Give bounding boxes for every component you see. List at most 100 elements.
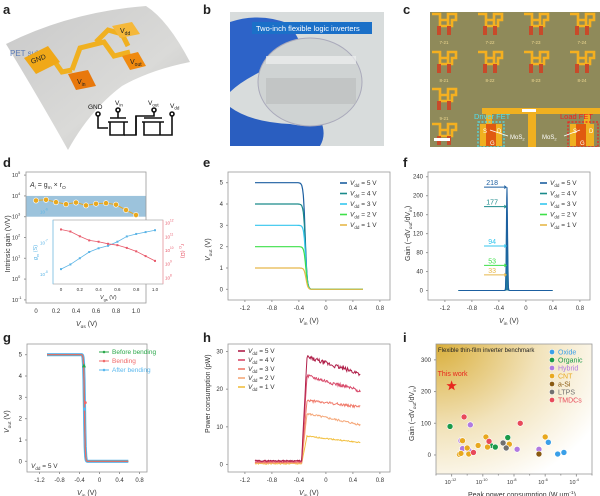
driver-fet-label: Driver FET	[474, 112, 511, 121]
legend-marker	[102, 350, 106, 354]
peak-value-label: 218	[486, 180, 498, 187]
y-tick-label: 5	[220, 181, 224, 187]
y-tick-label: 103	[12, 213, 20, 221]
x-tick-label: 0	[324, 478, 328, 484]
device-channel	[585, 26, 589, 35]
x-tick-label: 0.4	[115, 478, 124, 484]
legend-marker	[549, 389, 555, 395]
y-tick-label: 20	[216, 387, 223, 393]
circuit-vin-label: Vin	[115, 100, 123, 108]
x-tick-label: -0.4	[74, 478, 85, 484]
inset-point	[154, 259, 156, 262]
x-tick-label: 0	[98, 478, 102, 484]
y-tick-label: 0	[420, 289, 424, 295]
data-point-tmdcs	[470, 449, 477, 456]
y-tick-label: 4	[19, 374, 23, 380]
y-tick-label: 0	[428, 453, 432, 459]
panel-b-photo: Two-inch flexible logic inverters	[230, 12, 384, 146]
gain-point	[33, 197, 39, 204]
inset-x-tick-label: 0.4	[95, 287, 102, 292]
data-point-tmdcs	[516, 419, 524, 427]
data-point-oxide	[545, 438, 552, 446]
circuit-vout-label: Vout	[148, 100, 159, 108]
load-fet-label: Load FET	[560, 112, 593, 121]
vin-pad-label: Vin	[77, 79, 86, 88]
legend-label: Vdd = 5 V	[550, 180, 577, 188]
scale-bar-top	[522, 109, 536, 112]
data-point-ltps	[499, 439, 507, 447]
data-point-cnt	[459, 437, 466, 445]
x-tick-label: 0.6	[92, 309, 101, 315]
legend-label: Vdd = 1 V	[350, 222, 377, 230]
device-channel	[585, 64, 589, 73]
x-tick-label: 0.8	[135, 478, 144, 484]
panel-letter-e: e	[203, 155, 211, 170]
inset-right-tick-label: 1010	[165, 246, 174, 253]
data-point-hybrid	[513, 445, 521, 453]
y-tick-label: 2	[220, 245, 224, 251]
x-tick-label: -0.8	[267, 306, 278, 312]
gain-point	[123, 207, 129, 213]
vtc-curve-bending	[47, 354, 129, 462]
x-tick-label: -1.2	[34, 478, 45, 484]
legend-marker	[549, 365, 555, 371]
chart-h: -1.2 -0.8 -0.4 0 0.4 0.8 Vin (V) 0 10 20 30 Power c…	[205, 343, 391, 496]
legend-label: After bending	[112, 367, 151, 374]
gain-curve	[458, 187, 553, 291]
panel-letter-g: g	[3, 330, 11, 345]
data-point-cnt	[484, 443, 491, 451]
data-point-ltps	[502, 444, 510, 452]
y-tick-label: 0	[220, 287, 224, 293]
circuit-gnd-label: GND	[88, 104, 103, 111]
inset-x-tick-label: 0.6	[114, 287, 121, 292]
data-point-cnt	[541, 433, 549, 441]
legend-label: Vdd = 3 V	[248, 366, 275, 374]
data-point-tmdcs	[460, 413, 468, 421]
x-tick-label: 0.4	[349, 478, 358, 484]
chart-i: 10-12 10-10 10-8 10-6 10-4 Peak power consump…	[409, 343, 593, 496]
legend-label: LTPS	[558, 390, 575, 397]
benchmark-title: Flexible thin-film inverter benchmark	[438, 348, 535, 354]
svg-text:D: D	[589, 129, 594, 135]
data-point-organic	[504, 434, 512, 441]
vdd-pad	[112, 22, 140, 38]
x-tick-label: -1.2	[440, 306, 451, 312]
inset-point	[88, 239, 91, 242]
mos2-label-driver: MoS2	[510, 135, 525, 142]
vdd-annotation: Vdd = 5 V	[31, 463, 58, 471]
x-tick-label: 0	[524, 306, 528, 312]
legend-label: Vdd = 5 V	[248, 348, 275, 356]
power-curve	[254, 355, 361, 463]
x-tick-label: -1.2	[240, 306, 251, 312]
y-tick-label: 10-1	[12, 296, 22, 304]
vtc-curve	[255, 224, 363, 290]
circuit-vdd-label: Vdd	[170, 103, 180, 111]
inset-x-axis-label: Vgs (V)	[100, 295, 117, 302]
y-tick-label: 105	[12, 171, 20, 179]
device-channel	[529, 26, 533, 35]
gain-point	[133, 212, 139, 218]
y-axis-label: Gain (−dVout/dVin)	[405, 206, 414, 261]
inset-point	[135, 250, 138, 253]
x-tick-label: 0.8	[376, 478, 385, 484]
legend-label: Vdd = 2 V	[350, 212, 377, 220]
legend-marker	[102, 368, 106, 372]
device-id-label: 7-23	[531, 40, 541, 45]
legend-label: Vdd = 2 V	[550, 212, 577, 220]
vout-pad-label: Vout	[130, 59, 142, 68]
device-channel	[447, 64, 451, 73]
y-tick-label: 200	[413, 194, 424, 200]
inset-point	[88, 251, 91, 253]
inset-point	[116, 240, 119, 243]
y-tick-label: 160	[413, 213, 424, 219]
y-tick-label: 10	[216, 425, 223, 431]
device-channel	[447, 26, 451, 35]
inset-point	[60, 228, 62, 231]
device-id-label: 9-21	[439, 116, 449, 121]
x-tick-label: 0.8	[376, 306, 385, 312]
y-tick-label: 102	[12, 234, 20, 242]
legend-marker	[549, 349, 555, 355]
x-tick-label: -0.8	[467, 306, 478, 312]
device-id-label: 8-21	[439, 78, 449, 83]
